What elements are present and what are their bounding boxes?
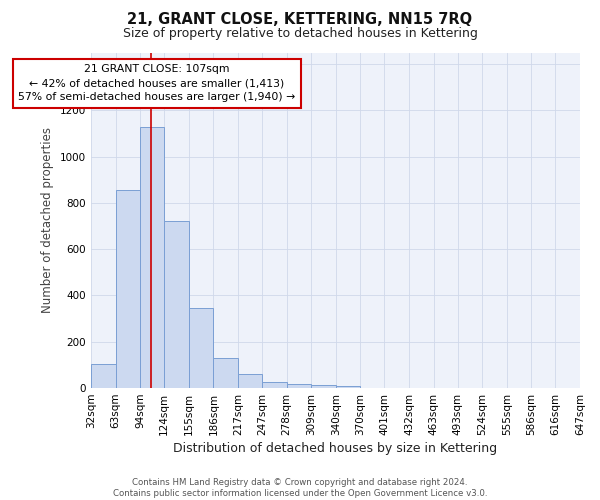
Text: Contains HM Land Registry data © Crown copyright and database right 2024.
Contai: Contains HM Land Registry data © Crown c… <box>113 478 487 498</box>
Bar <box>287 384 311 388</box>
Text: 21, GRANT CLOSE, KETTERING, NN15 7RQ: 21, GRANT CLOSE, KETTERING, NN15 7RQ <box>127 12 473 28</box>
Bar <box>238 374 262 388</box>
Text: Size of property relative to detached houses in Kettering: Size of property relative to detached ho… <box>122 28 478 40</box>
X-axis label: Distribution of detached houses by size in Kettering: Distribution of detached houses by size … <box>173 442 497 455</box>
Bar <box>336 386 359 388</box>
Bar <box>140 126 164 388</box>
Y-axis label: Number of detached properties: Number of detached properties <box>41 128 54 314</box>
Bar <box>116 190 140 388</box>
Bar <box>214 358 238 388</box>
Text: 21 GRANT CLOSE: 107sqm
← 42% of detached houses are smaller (1,413)
57% of semi-: 21 GRANT CLOSE: 107sqm ← 42% of detached… <box>18 64 296 102</box>
Bar <box>164 222 188 388</box>
Bar <box>262 382 287 388</box>
Bar <box>188 308 214 388</box>
Bar <box>311 384 336 388</box>
Bar <box>91 364 116 388</box>
